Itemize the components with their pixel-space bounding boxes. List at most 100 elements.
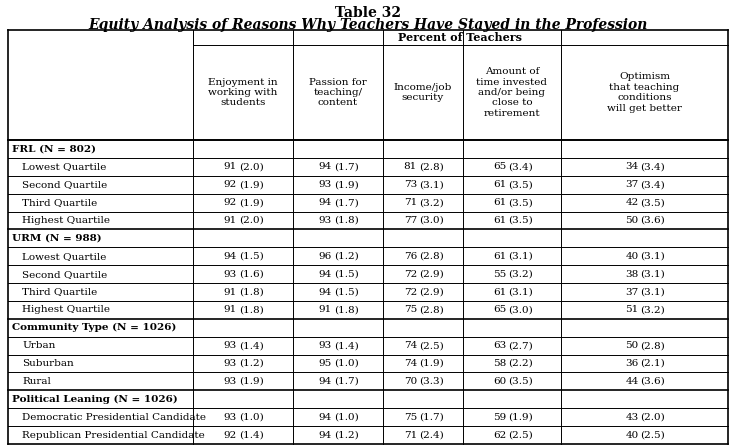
Text: (3.1): (3.1)	[508, 288, 533, 297]
Text: 40: 40	[626, 252, 639, 261]
Text: 71: 71	[404, 431, 417, 439]
Text: 77: 77	[404, 216, 417, 225]
Text: 61: 61	[492, 216, 506, 225]
Text: (3.1): (3.1)	[640, 288, 665, 297]
Text: (3.4): (3.4)	[640, 180, 665, 189]
Text: Suburban: Suburban	[22, 359, 74, 368]
Text: (1.8): (1.8)	[239, 288, 263, 297]
Text: Third Quartile: Third Quartile	[22, 198, 97, 207]
Text: Table 32: Table 32	[335, 6, 401, 20]
Text: (1.9): (1.9)	[508, 413, 533, 422]
Text: (1.6): (1.6)	[239, 270, 263, 279]
Text: 91: 91	[224, 288, 237, 297]
Text: (1.9): (1.9)	[239, 180, 263, 189]
Text: (3.6): (3.6)	[640, 377, 665, 386]
Text: 75: 75	[404, 306, 417, 314]
Text: 59: 59	[492, 413, 506, 422]
Text: 36: 36	[626, 359, 639, 368]
Text: 61: 61	[492, 198, 506, 207]
Text: Optimism
that teaching
conditions
will get better: Optimism that teaching conditions will g…	[607, 73, 682, 112]
Text: (2.5): (2.5)	[419, 341, 444, 350]
Text: 37: 37	[626, 288, 639, 297]
Text: 94: 94	[319, 377, 332, 386]
Text: Third Quartile: Third Quartile	[22, 288, 97, 297]
Text: (1.9): (1.9)	[239, 198, 263, 207]
Text: Percent of Teachers: Percent of Teachers	[398, 32, 523, 43]
Text: 44: 44	[626, 377, 639, 386]
Text: Community Type (N = 1026): Community Type (N = 1026)	[12, 323, 177, 332]
Text: (1.7): (1.7)	[334, 162, 358, 171]
Text: 93: 93	[319, 216, 332, 225]
Text: 50: 50	[626, 216, 639, 225]
Text: (1.5): (1.5)	[239, 252, 263, 261]
Text: (1.4): (1.4)	[239, 431, 263, 439]
Text: Lowest Quartile: Lowest Quartile	[22, 162, 107, 171]
Text: 93: 93	[319, 341, 332, 350]
Text: 61: 61	[492, 252, 506, 261]
Text: Second Quartile: Second Quartile	[22, 270, 107, 279]
Text: (2.5): (2.5)	[508, 431, 533, 439]
Text: 55: 55	[492, 270, 506, 279]
Text: (1.2): (1.2)	[239, 359, 263, 368]
Text: Passion for
teaching/
content: Passion for teaching/ content	[309, 78, 367, 108]
Text: (1.0): (1.0)	[334, 359, 358, 368]
Text: (1.7): (1.7)	[419, 413, 444, 422]
Text: 71: 71	[404, 198, 417, 207]
Text: (1.7): (1.7)	[334, 198, 358, 207]
Text: 94: 94	[319, 431, 332, 439]
Text: (3.1): (3.1)	[640, 252, 665, 261]
Text: 93: 93	[224, 341, 237, 350]
Text: 93: 93	[224, 359, 237, 368]
Text: (3.3): (3.3)	[419, 377, 444, 386]
Text: Highest Quartile: Highest Quartile	[22, 306, 110, 314]
Text: 43: 43	[626, 413, 639, 422]
Text: (3.5): (3.5)	[508, 377, 533, 386]
Text: FRL (N = 802): FRL (N = 802)	[12, 144, 96, 154]
Text: 94: 94	[319, 288, 332, 297]
Text: 61: 61	[492, 288, 506, 297]
Text: 42: 42	[626, 198, 639, 207]
Text: 93: 93	[224, 377, 237, 386]
Text: Income/job
security: Income/job security	[394, 83, 452, 102]
Text: 34: 34	[626, 162, 639, 171]
Text: 92: 92	[224, 431, 237, 439]
Text: 62: 62	[492, 431, 506, 439]
Text: 93: 93	[224, 413, 237, 422]
Text: (2.9): (2.9)	[419, 270, 444, 279]
Text: Equity Analysis of Reasons Why Teachers Have Stayed in the Profession: Equity Analysis of Reasons Why Teachers …	[88, 18, 648, 32]
Text: 93: 93	[319, 180, 332, 189]
Text: 51: 51	[626, 306, 639, 314]
Text: 58: 58	[492, 359, 506, 368]
Text: (1.4): (1.4)	[334, 341, 358, 350]
Text: (3.2): (3.2)	[640, 306, 665, 314]
Text: (1.5): (1.5)	[334, 288, 358, 297]
Text: (1.8): (1.8)	[239, 306, 263, 314]
Text: 70: 70	[404, 377, 417, 386]
Text: (3.1): (3.1)	[640, 270, 665, 279]
Text: (1.4): (1.4)	[239, 341, 263, 350]
Text: 94: 94	[319, 270, 332, 279]
Text: Lowest Quartile: Lowest Quartile	[22, 252, 107, 261]
Text: (3.4): (3.4)	[508, 162, 533, 171]
Text: 74: 74	[404, 359, 417, 368]
Text: 50: 50	[626, 341, 639, 350]
Text: 63: 63	[492, 341, 506, 350]
Text: (3.5): (3.5)	[508, 216, 533, 225]
Text: Amount of
time invested
and/or being
close to
retirement: Amount of time invested and/or being clo…	[476, 67, 548, 118]
Text: Republican Presidential Candidate: Republican Presidential Candidate	[22, 431, 205, 439]
Text: (2.2): (2.2)	[508, 359, 533, 368]
Text: (1.9): (1.9)	[334, 180, 358, 189]
Text: 65: 65	[492, 162, 506, 171]
Text: (1.0): (1.0)	[334, 413, 358, 422]
Text: Highest Quartile: Highest Quartile	[22, 216, 110, 225]
Text: 81: 81	[404, 162, 417, 171]
Text: 40: 40	[626, 431, 639, 439]
Text: (2.5): (2.5)	[640, 431, 665, 439]
Text: (3.1): (3.1)	[508, 252, 533, 261]
Text: Democratic Presidential Candidate: Democratic Presidential Candidate	[22, 413, 206, 422]
Text: 93: 93	[224, 270, 237, 279]
Text: 61: 61	[492, 180, 506, 189]
Text: (1.5): (1.5)	[334, 270, 358, 279]
Text: (2.8): (2.8)	[419, 252, 444, 261]
Text: (3.0): (3.0)	[508, 306, 533, 314]
